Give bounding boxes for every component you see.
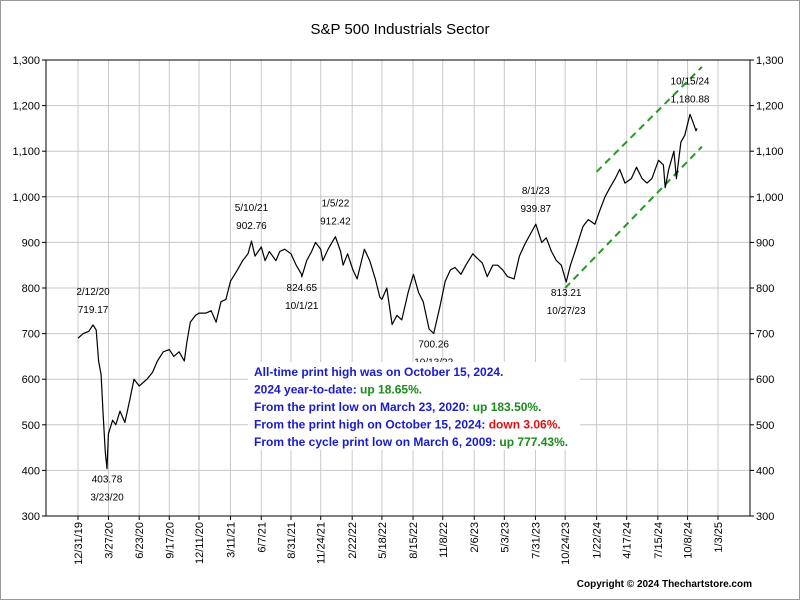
info-box: All-time print high was on October 15, 2… <box>248 362 580 450</box>
x-tick-label: 9/17/20 <box>164 522 176 559</box>
price-series <box>77 113 698 470</box>
y-tick-label: 1,200 <box>756 101 784 113</box>
annotation-label: 10/1/21 <box>285 301 319 312</box>
x-tick-label: 11/24/21 <box>316 522 328 564</box>
trend-channel <box>564 66 703 289</box>
info-line: 2024 year-to-date: up 18.65%. <box>254 383 422 397</box>
x-tick-label: 11/8/22 <box>438 522 450 558</box>
x-tick-label: 4/17/24 <box>622 522 634 559</box>
info-text: 2024 year-to-date: <box>254 383 360 397</box>
y-tick-label: 1,300 <box>756 55 784 67</box>
x-tick-label: 12/11/20 <box>194 522 206 564</box>
annotation-label: 939.87 <box>520 204 551 215</box>
y-tick-label: 600 <box>756 374 774 386</box>
annotation-label: 700.26 <box>418 339 449 350</box>
channel-line <box>595 66 703 173</box>
info-line: From the print low on March 23, 2020: up… <box>254 400 541 414</box>
x-tick-label: 3/27/20 <box>103 522 115 559</box>
y-tick-label: 800 <box>22 283 40 295</box>
y-tick-label: 300 <box>756 511 774 523</box>
annotation-label: 902.76 <box>236 221 267 232</box>
x-tick-label: 1/3/25 <box>713 522 725 553</box>
x-tick-label: 5/18/22 <box>377 522 389 559</box>
grid <box>46 59 750 517</box>
chart-title: S&P 500 Industrials Sector <box>311 21 490 38</box>
annotation-label: 8/1/23 <box>522 186 550 197</box>
y-tick-label: 1,000 <box>12 192 40 204</box>
price-line <box>77 113 698 470</box>
info-highlight: up 777.43%. <box>499 435 568 449</box>
annotation-label: 719.17 <box>78 305 109 316</box>
y-tick-label: 500 <box>756 420 774 432</box>
y-tick-label: 1,000 <box>756 192 784 204</box>
x-tick-label: 6/7/21 <box>256 522 268 553</box>
x-tick-label: 3/11/21 <box>225 522 237 558</box>
y-tick-label: 1,300 <box>12 55 40 67</box>
y-axis-left: 300 400 500 600 700 800 900 1,000 1,100 1,200 1,30… <box>12 55 46 523</box>
y-tick-label: 400 <box>756 465 774 477</box>
y-tick-label: 1,100 <box>756 146 784 158</box>
info-text: From the print high on October 15, 2024: <box>254 418 489 432</box>
y-tick-label: 1,100 <box>12 146 40 158</box>
annotation-label: 5/10/21 <box>235 203 269 214</box>
copyright-text: Copyright © 2024 Thechartstore.com <box>577 579 752 590</box>
annotations: 2/12/20 719.17 403.78 3/23/20 5/10/21 902.76 8… <box>76 76 710 503</box>
x-tick-label: 7/31/23 <box>530 522 542 559</box>
info-line: All-time print high was on October 15, 2… <box>254 365 503 379</box>
x-axis: 12/31/19 3/27/20 6/23/20 9/17/20 12/11/20 3/1… <box>73 516 725 565</box>
info-text: From the print low on March 23, 2020: <box>254 400 473 414</box>
x-tick-label: 10/24/23 <box>560 522 572 565</box>
info-text: From the cycle print low on March 6, 200… <box>254 435 499 449</box>
x-tick-label: 1/22/24 <box>592 522 604 559</box>
x-tick-label: 2/6/23 <box>469 522 481 553</box>
y-tick-label: 900 <box>22 237 40 249</box>
y-tick-label: 300 <box>22 511 40 523</box>
y-axis-right: 300 400 500 600 700 800 900 1,000 1,100 1,200 1,30… <box>750 55 784 523</box>
annotation-label: 824.65 <box>287 283 318 294</box>
annotation-label: 403.78 <box>92 475 123 486</box>
x-tick-label: 8/31/21 <box>286 522 298 559</box>
x-tick-label: 10/8/24 <box>683 522 695 559</box>
y-tick-label: 800 <box>756 283 774 295</box>
info-box-background <box>248 362 580 450</box>
info-highlight: down 3.06%. <box>489 418 561 432</box>
y-tick-label: 500 <box>22 420 40 432</box>
annotation-label: 1,180.88 <box>671 94 710 105</box>
annotation-label: 3/23/20 <box>90 493 124 504</box>
y-tick-label: 900 <box>756 237 774 249</box>
info-highlight: up 183.50%. <box>473 400 542 414</box>
y-tick-label: 400 <box>22 465 40 477</box>
x-tick-label: 7/15/24 <box>653 522 665 559</box>
info-line: From the print high on October 15, 2024:… <box>254 418 561 432</box>
y-tick-label: 1,200 <box>12 101 40 113</box>
x-tick-label: 5/3/23 <box>499 522 511 553</box>
x-tick-label: 8/15/22 <box>408 522 420 559</box>
x-tick-label: 12/31/19 <box>73 522 85 565</box>
y-tick-label: 700 <box>22 329 40 341</box>
y-tick-label: 700 <box>756 329 774 341</box>
annotation-label: 10/27/23 <box>547 306 586 317</box>
annotation-label: 912.42 <box>320 217 351 228</box>
annotation-label: 10/15/24 <box>671 76 710 87</box>
annotation-label: 1/5/22 <box>321 199 349 210</box>
y-tick-label: 600 <box>22 374 40 386</box>
x-tick-label: 6/23/20 <box>134 522 146 559</box>
info-text: All-time print high was on October 15, 2… <box>254 365 503 379</box>
info-line: From the cycle print low on March 6, 200… <box>254 435 568 449</box>
info-highlight: up 18.65%. <box>360 383 422 397</box>
channel-line <box>564 145 703 289</box>
annotation-label: 813.21 <box>551 288 582 299</box>
annotation-label: 2/12/20 <box>76 287 110 298</box>
x-tick-label: 2/22/22 <box>347 522 359 559</box>
